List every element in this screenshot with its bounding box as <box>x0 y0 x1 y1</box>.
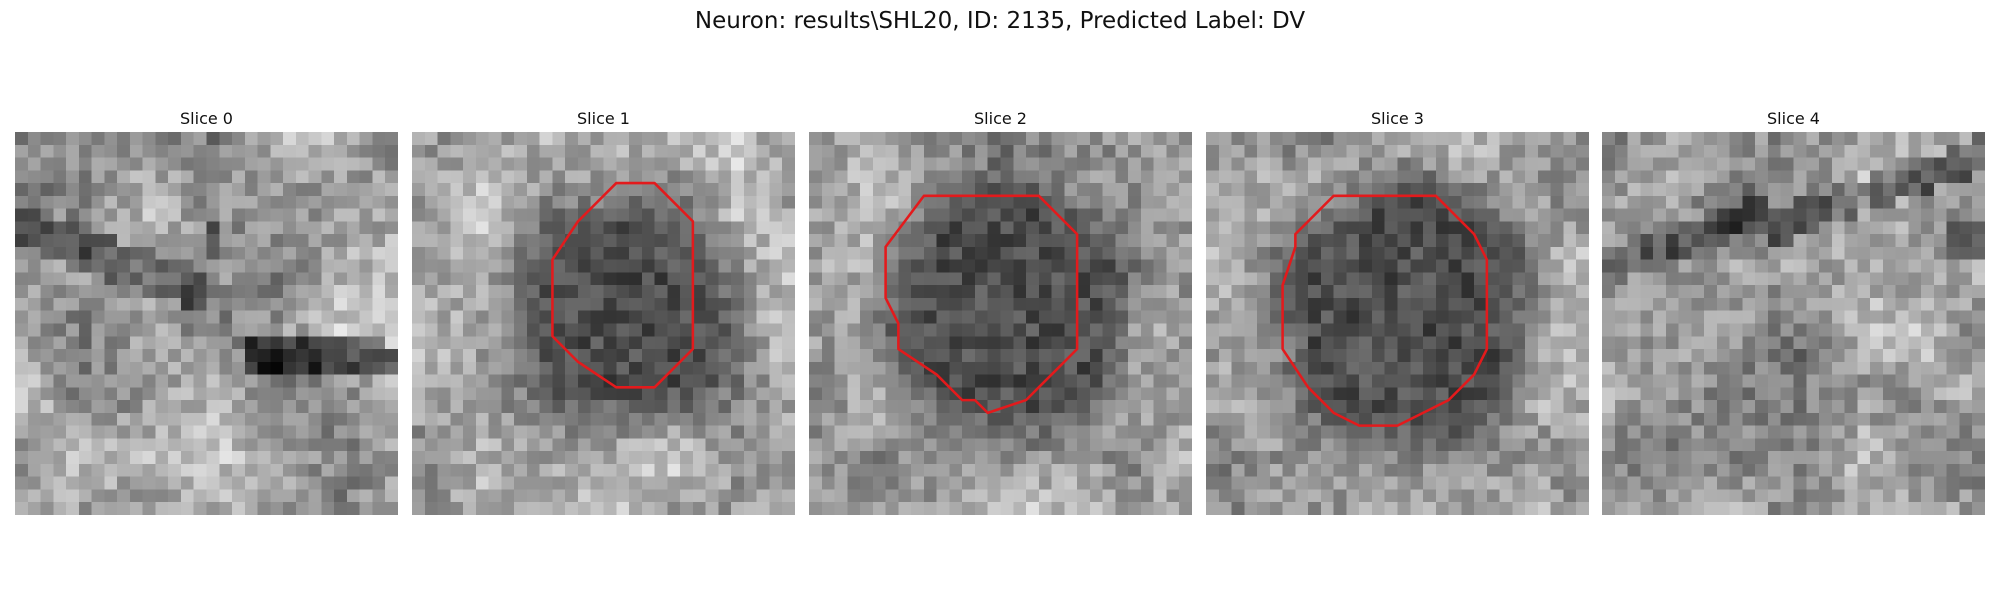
slice-image <box>15 132 398 515</box>
slice-image <box>1602 132 1985 515</box>
slice-image <box>412 132 795 515</box>
slice-title: Slice 2 <box>974 109 1027 128</box>
slice-panel-1: Slice 1 <box>412 108 795 515</box>
roi-contour <box>551 181 695 389</box>
slice-title: Slice 0 <box>180 109 233 128</box>
slice-title: Slice 1 <box>577 109 630 128</box>
slice-image <box>1206 132 1589 515</box>
grayscale-image <box>15 132 398 515</box>
roi-contour <box>884 194 1079 415</box>
contour-overlay <box>551 181 695 389</box>
slice-image <box>809 132 1192 515</box>
slice-panel-2: Slice 2 <box>809 108 1192 515</box>
grayscale-image <box>1602 132 1985 515</box>
slice-panel-4: Slice 4 <box>1602 108 1985 515</box>
contour-overlay <box>1281 194 1489 427</box>
slice-title: Slice 4 <box>1767 109 1820 128</box>
slice-panel-3: Slice 3 <box>1206 108 1589 515</box>
contour-overlay <box>15 132 398 515</box>
slice-panel-0: Slice 0 <box>15 108 398 515</box>
contour-overlay <box>1602 132 1985 515</box>
slice-title: Slice 3 <box>1371 109 1424 128</box>
contour-overlay <box>884 194 1079 415</box>
roi-contour <box>1281 194 1489 427</box>
figure-title: Neuron: results\SHL20, ID: 2135, Predict… <box>694 8 1306 34</box>
